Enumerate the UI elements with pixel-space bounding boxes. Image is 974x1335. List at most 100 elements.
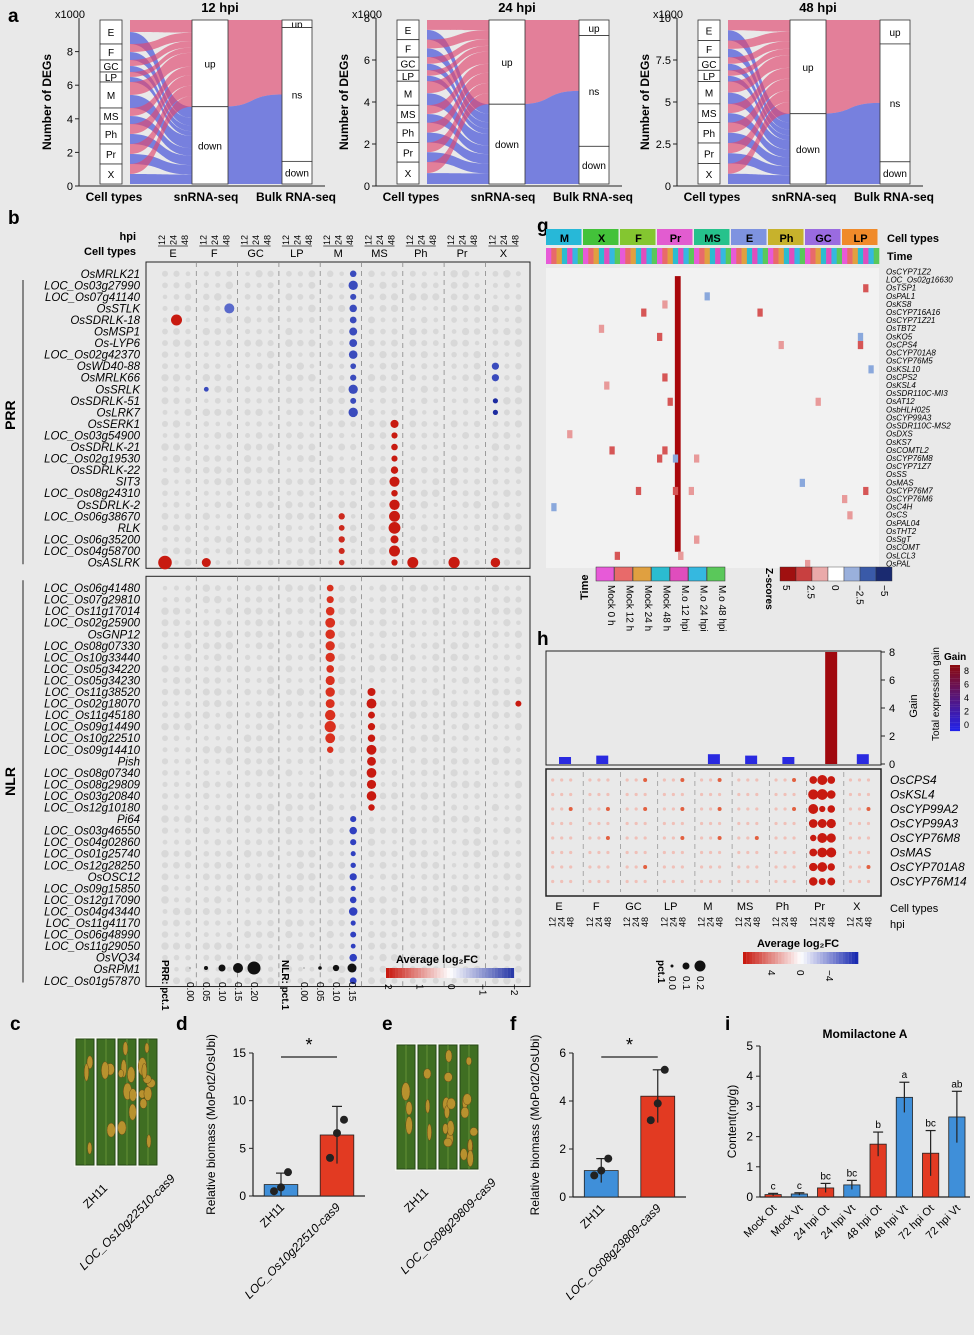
y-tick-label: 1 — [746, 1160, 753, 1174]
dot-mark — [203, 804, 209, 811]
y-axis-label: Relative biomass (MoPot2/OsUbi) — [528, 1035, 542, 1216]
dot-mark — [161, 977, 169, 985]
dot-mark — [327, 513, 334, 520]
gene-dot — [708, 836, 713, 840]
dot-mark — [432, 489, 440, 497]
dot-mark — [474, 816, 481, 823]
dot-mark — [326, 804, 334, 811]
dot-mark — [504, 524, 510, 531]
dot-mark — [184, 558, 192, 567]
dot-mark — [432, 455, 439, 462]
dot-mark — [185, 328, 191, 335]
dot-mark — [202, 711, 210, 719]
dot-mark — [326, 665, 335, 673]
dot-mark — [173, 432, 180, 439]
sankey-column-label: Bulk RNA-seq — [553, 190, 633, 204]
size-legend-label: 0.15 — [346, 982, 357, 1002]
dot-mark — [421, 363, 428, 370]
dot-mark — [504, 805, 510, 810]
dot-mark — [226, 351, 233, 358]
h-color-legend-swatch — [781, 952, 785, 964]
sankey-y-tick-label: 6 — [67, 80, 73, 92]
dot-mark — [348, 907, 358, 916]
dot-mark — [308, 501, 316, 509]
dot-mark — [515, 374, 522, 381]
heatmap-gene-label: OsKSL10 — [886, 365, 921, 374]
gene-dot — [746, 792, 750, 797]
e-lesion — [423, 1068, 432, 1080]
dot-mark — [369, 886, 374, 891]
dot-mark — [433, 444, 439, 450]
dot-mark — [410, 816, 416, 822]
dot-mark — [161, 827, 169, 834]
hpi-header-label: hpi — [120, 231, 137, 243]
dot-mark — [225, 547, 233, 555]
dot-mark — [226, 955, 232, 960]
dot-mark — [184, 397, 192, 404]
dot-mark — [309, 909, 315, 914]
c-label-wt: ZH11 — [80, 1181, 110, 1211]
dot-mark — [256, 421, 262, 427]
hpi-tick-label: 48 — [304, 235, 314, 245]
gain-legend-tick: 4 — [964, 693, 969, 703]
gain-legend-swatch — [950, 724, 960, 727]
celltype-box-label: M — [404, 89, 412, 100]
dot-mark — [244, 535, 252, 543]
dot-mark — [256, 386, 263, 393]
dot-mark — [369, 363, 374, 369]
gene-dot — [848, 778, 853, 782]
dot-mark — [267, 305, 274, 312]
dot-mark — [184, 351, 192, 358]
time-stripe — [715, 248, 721, 264]
dot-mark — [433, 632, 439, 637]
dot-mark — [514, 607, 523, 615]
gene-dot — [569, 792, 573, 797]
dot-mark — [432, 827, 439, 834]
dot-mark — [515, 490, 522, 497]
dot-mark — [391, 455, 398, 462]
sankey-y-tick-label: 4 — [67, 114, 73, 126]
dot-mark — [255, 827, 263, 834]
gene-dot — [680, 865, 684, 869]
panel-g-heatmap: M X F Pr MS E Ph GC LP Cell typesTimeOsCYP71Z2LOC… — [546, 229, 953, 632]
time-legend-label: M.o 24 hpi — [698, 585, 709, 632]
heatmap-cell — [662, 300, 668, 309]
dot-mark — [327, 490, 333, 496]
dot-mark — [409, 293, 417, 301]
dot-mark — [379, 432, 387, 439]
dot-mark — [463, 548, 469, 554]
e-lesion — [443, 1072, 453, 1082]
gene-dot — [783, 792, 787, 797]
celltype-block-label: LP — [853, 233, 867, 245]
gene-label: OsMAS — [890, 846, 931, 860]
time-stripe — [768, 248, 774, 264]
heatmap-gene-label: OsCYP71Z2 — [886, 267, 931, 276]
dot-mark — [392, 747, 397, 752]
dot-mark — [515, 513, 522, 520]
dot-mark — [515, 735, 521, 741]
dot-mark — [215, 513, 221, 519]
dot-mark — [366, 768, 377, 778]
dot-mark — [391, 781, 398, 788]
dot-mark — [162, 305, 168, 311]
dot-mark — [421, 466, 428, 474]
dot-mark — [462, 409, 469, 416]
dot-mark — [379, 281, 387, 289]
dot-mark — [391, 489, 398, 497]
dot-mark — [514, 896, 522, 904]
dot-mark — [338, 781, 345, 788]
heatmap-gene-label: OsLCL3 — [886, 551, 916, 560]
dot-mark — [297, 293, 304, 300]
time-stripe — [725, 248, 732, 264]
dot-mark — [225, 757, 233, 766]
dot-mark — [185, 885, 191, 892]
time-legend-label: Mock 0 h — [605, 585, 616, 626]
dot-mark — [492, 839, 499, 845]
dot-mark — [380, 559, 386, 566]
dot-mark — [214, 977, 222, 985]
dot-mark — [515, 536, 522, 543]
dot-mark — [267, 954, 274, 961]
dot-mark — [286, 456, 292, 461]
dot-mark — [410, 363, 416, 369]
dot-mark — [504, 374, 510, 381]
